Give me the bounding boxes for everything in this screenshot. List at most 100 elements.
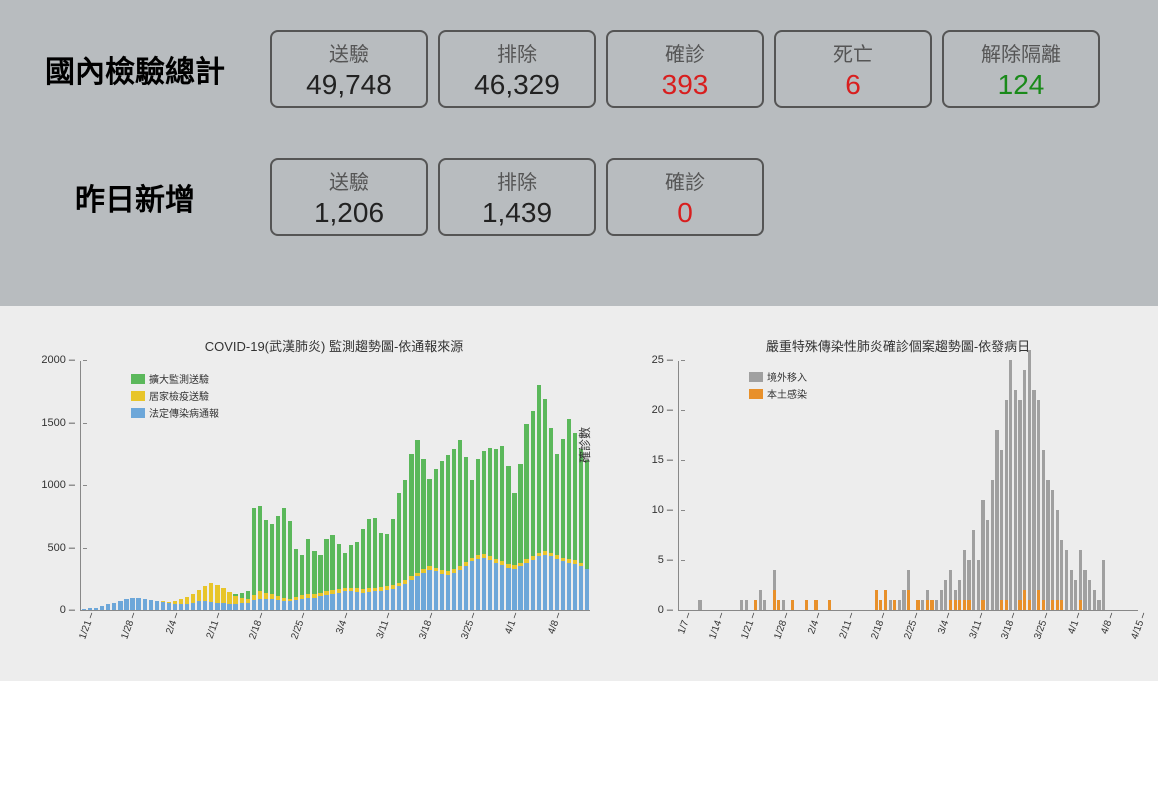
stat-value: 124 [998,69,1045,101]
bar-segment [1000,600,1003,610]
bar-segment [1056,510,1059,600]
charts-panel: COVID-19(武漢肺炎) 監測趨勢圖-依通報來源 通報數0 –500 –10… [0,306,1158,681]
bar-segment [294,600,298,610]
x-tick: 4/8 – [1096,610,1117,636]
bar-segment [100,606,104,610]
bar-segment [537,385,541,553]
bar-segment [1056,600,1059,610]
totals-title: 國內檢驗總計 [0,47,270,91]
bar-segment [215,603,219,611]
bar-segment [330,594,334,610]
bar [790,600,795,610]
bar-segment [246,603,250,611]
bar-segment [944,580,947,610]
bar-segment [1102,560,1105,610]
bar-segment [221,603,225,610]
x-tick: 4/15 – [1127,610,1150,641]
stat-box: 確診0 [606,158,764,236]
bar-segment [379,591,383,610]
bar-segment [1023,590,1026,610]
bar-segment [434,469,438,568]
bar-segment [567,563,571,611]
x-tick: 4/1 – [501,610,522,636]
y-axis-label: 確診數 [576,427,593,463]
bar-segment [434,571,438,610]
bar-segment [555,454,559,555]
bar-segment [88,608,92,610]
legend: 境外移入本土感染 [749,369,807,403]
bar-segment [1060,600,1063,610]
plot-area: 0 –500 –1000 –1500 –2000 –1/21 –1/28 –2/… [80,361,590,611]
bar-segment [149,600,153,610]
plot-area: 0 –5 –10 –15 –20 –25 –1/7 –1/14 –1/21 –1… [678,361,1138,611]
legend: 擴大監測送驗居家檢疫送驗法定傳染病通報 [131,371,219,422]
bar-segment [1093,590,1096,610]
legend-swatch [749,389,763,399]
bar-segment [1000,450,1003,600]
bar-segment [745,600,748,610]
x-tick: 3/11 – [372,610,394,640]
bar-segment [482,451,486,554]
bar-segment [884,590,887,610]
bar-segment [112,603,116,611]
bar-segment [740,600,743,610]
bar-segment [954,600,957,610]
bar [828,600,833,610]
bar-segment [355,542,359,588]
bar-segment [958,580,961,600]
bar-segment [963,550,966,600]
bar-segment [916,600,919,610]
bar-segment [1037,590,1040,610]
bar-segment [440,574,444,610]
stat-value: 6 [845,69,861,101]
bar-segment [179,604,183,610]
bar-segment [427,570,431,610]
bar-segment [782,600,785,610]
bar-segment [1079,550,1082,600]
bar-segment [124,599,128,610]
bar-segment [373,518,377,588]
bar-segment [470,480,474,558]
bar-segment [561,561,565,610]
bar-segment [306,598,310,610]
bar-segment [1014,390,1017,610]
bar-segment [476,559,480,610]
bar [814,600,819,610]
confirmed-cases-chart: 嚴重特殊傳染性肺炎確診個案趨勢圖-依發病日 確診數0 –5 –10 –15 –2… [618,336,1138,661]
legend-item: 擴大監測送驗 [131,371,219,386]
bar-segment [118,601,122,610]
bar-segment [324,595,328,610]
bar-segment [1083,570,1086,610]
stat-box: 送驗49,748 [270,30,428,108]
bar-segment [1028,350,1031,600]
stat-label: 確診 [665,38,705,67]
x-tick: 2/18 – [867,610,890,641]
bar-segment [482,558,486,611]
bar-segment [233,604,237,610]
bar-segment [773,570,776,590]
bar-segment [907,590,910,610]
bar-segment [754,600,757,610]
bar-segment [391,519,395,585]
bar-segment [759,590,762,610]
bar-segment [907,570,910,590]
bar [763,600,768,610]
bar-segment [488,560,492,610]
bar-segment [518,566,522,610]
surveillance-chart: COVID-19(武漢肺炎) 監測趨勢圖-依通報來源 通報數0 –500 –10… [20,336,598,661]
bar-segment [1018,400,1021,600]
bar-segment [995,430,998,610]
x-tick: 3/18 – [997,610,1020,641]
yesterday-row: 昨日新增 送驗1,206排除1,439確診0 [0,158,1158,236]
bar-segment [791,600,794,610]
bar [804,600,809,610]
bar-segment [1074,580,1077,610]
stat-label: 送驗 [329,38,369,67]
stat-value: 393 [662,69,709,101]
y-tick: 2000 – [41,354,81,366]
x-tick: 2/18 – [244,610,267,641]
bar-segment [977,560,980,610]
bar-segment [185,597,189,604]
stats-panel: 國內檢驗總計 送驗49,748排除46,329確診393死亡6解除隔離124 昨… [0,0,1158,306]
bar-segment [324,539,328,592]
